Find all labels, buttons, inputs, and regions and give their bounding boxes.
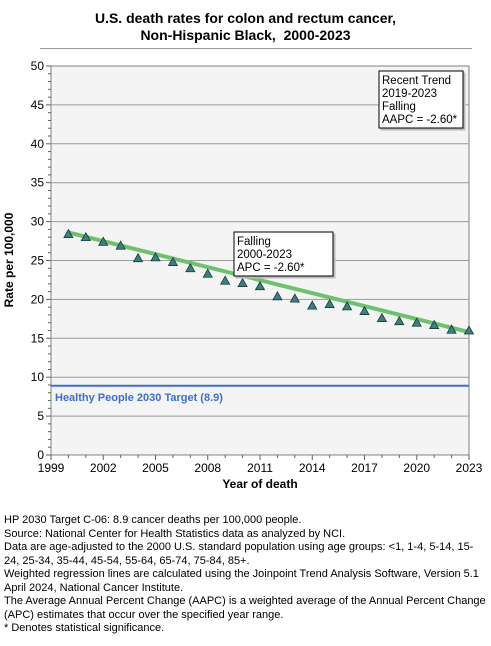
annotation-trend-line-2: 2000-2023	[237, 249, 292, 261]
trend-line	[66, 230, 471, 335]
data-point	[63, 228, 74, 238]
footnote-source: Source: National Center for Health Stati…	[4, 527, 346, 540]
y-tick-label: 35	[31, 176, 45, 190]
annotation-recent-line-2: 2019-2023	[382, 88, 437, 100]
data-point	[463, 325, 475, 335]
x-tick-label: 2017	[351, 461, 378, 475]
data-point	[115, 240, 126, 250]
annotation-trend-line-3: APC = -2.60*	[237, 262, 305, 274]
data-point	[289, 293, 301, 303]
y-tick-label: 40	[31, 137, 45, 151]
annotation-recent-box: Recent Trend 2019-2023 Falling AAPC = -2…	[378, 70, 464, 129]
annotation-trend-box: Falling 2000-2023 APC = -2.60*	[233, 231, 334, 277]
data-point	[324, 298, 335, 308]
footnote-significance: * Denotes statistical significance.	[4, 622, 165, 634]
x-tick-label: 1999	[38, 461, 65, 475]
footnote-age-adjusted: Data are age-adjusted to the 2000 U.S. s…	[4, 541, 474, 567]
chart-canvas: 0 5 10 15 20 25 30 35 40 45 50 1999 2002 2005 2008 201…	[2, 59, 483, 491]
x-tick-label: 2008	[194, 461, 221, 475]
y-tick-label: 10	[31, 370, 45, 384]
data-point	[307, 300, 318, 310]
annotation-recent-line-3: Falling	[382, 101, 416, 113]
x-axis-label: Year of death	[222, 477, 297, 491]
y-tick-label: 0	[37, 448, 44, 462]
x-tick-label: 2005	[142, 461, 169, 475]
x-axis-ticks: 1999 2002 2005 2008 2011 2014 2017 2020 2023	[38, 455, 483, 475]
chart-title-line-2: Non-Hispanic Black, 2000-2023	[140, 27, 351, 43]
data-point	[428, 319, 440, 329]
annotation-trend-line-1: Falling	[237, 236, 271, 248]
data-point	[80, 231, 92, 242]
y-tick-label: 45	[31, 98, 45, 112]
data-point	[202, 268, 213, 278]
gridlines	[51, 104, 469, 417]
annotation-recent-box-frame	[378, 70, 464, 129]
y-tick-label: 25	[31, 254, 45, 268]
data-points	[63, 228, 475, 335]
footnote-regression: Weighted regression lines are calculated…	[4, 568, 479, 594]
data-point	[132, 252, 144, 263]
footnotes: HP 2030 Target C-06: 8.9 cancer deaths p…	[4, 514, 487, 636]
annotation-recent-line-1: Recent Trend	[382, 75, 451, 87]
data-point	[98, 236, 109, 246]
data-point	[446, 324, 457, 334]
x-tick-label: 2020	[403, 461, 430, 475]
data-point	[167, 256, 179, 266]
data-point	[376, 312, 388, 322]
annotation-recent-line-4: AAPC = -2.60*	[382, 114, 458, 126]
y-axis-label: Rate per 100,000	[2, 212, 16, 307]
y-tick-label: 5	[37, 409, 44, 423]
data-point	[185, 262, 196, 273]
data-point	[237, 277, 248, 287]
data-point	[219, 275, 231, 285]
data-point	[341, 301, 353, 311]
footnote-target: HP 2030 Target C-06: 8.9 cancer deaths p…	[4, 514, 302, 526]
chart-title: U.S. death rates for colon and rectum ca…	[0, 10, 491, 44]
annotation-trend-box-frame	[233, 231, 334, 277]
y-tick-label: 30	[31, 215, 45, 229]
data-point	[394, 315, 405, 326]
chart-title-line-1: U.S. death rates for colon and rectum ca…	[94, 10, 397, 26]
y-tick-label: 15	[31, 331, 45, 345]
y-axis-ticks: 0 5 10 15 20 25 30 35 40 45 50	[31, 59, 51, 462]
x-tick-label: 2002	[90, 461, 117, 475]
target-label: Healthy People 2030 Target (8.9)	[55, 392, 223, 404]
data-point	[359, 305, 370, 315]
target-line-group: Healthy People 2030 Target (8.9)	[51, 384, 469, 404]
x-tick-label: 2011	[247, 461, 273, 475]
data-point	[150, 252, 161, 262]
y-tick-label: 50	[31, 59, 45, 73]
data-point	[272, 290, 283, 301]
title-divider	[40, 48, 472, 49]
data-point	[411, 317, 422, 327]
x-tick-label: 2014	[299, 461, 326, 475]
footnote-aapc: The Average Annual Percent Change (AAPC)…	[4, 595, 486, 621]
x-tick-label: 2023	[456, 461, 483, 475]
data-point	[254, 280, 266, 291]
y-tick-label: 20	[31, 292, 45, 306]
